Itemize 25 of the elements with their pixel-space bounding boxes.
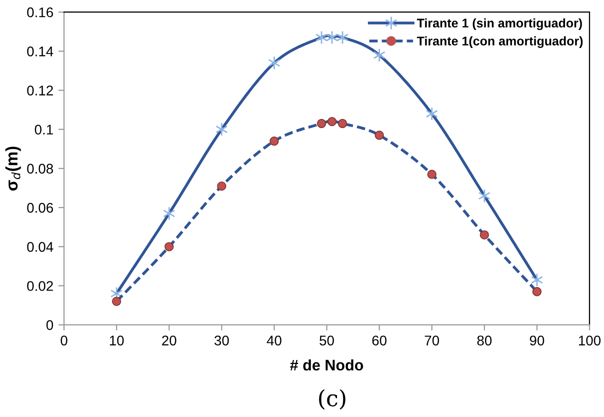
y-tick-label: 0.1 — [34, 124, 53, 135]
x-tick-label: 90 — [530, 336, 544, 346]
x-tick-label: 50 — [320, 336, 334, 346]
x-tick-label: 60 — [372, 336, 386, 346]
x-tick-label: 0 — [60, 336, 68, 346]
legend-label: Tirante 1(con amortiguador) — [416, 36, 583, 48]
x-axis-title: # de Nodo — [290, 359, 364, 371]
y-tick-label: 0.08 — [27, 164, 54, 174]
x-tick-label: 80 — [477, 336, 492, 346]
x-tick-label: 10 — [110, 336, 124, 346]
y-tick-label: 0.06 — [27, 202, 53, 213]
y-tick-label: 0.14 — [27, 46, 54, 56]
y-tick-label: 0.04 — [27, 242, 54, 252]
x-tick-label: 20 — [162, 336, 176, 346]
y-tick-label: 0.16 — [27, 7, 53, 18]
x-tick-label: 40 — [266, 336, 282, 346]
y-tick-label: 0 — [46, 320, 54, 330]
x-tick-label: 30 — [214, 336, 229, 346]
legend-label: Tirante 1 (sin amortiguador) — [416, 18, 582, 30]
y-tick-label: 0.12 — [27, 86, 53, 96]
text: (c) — [319, 389, 346, 410]
y-tick-label: 0.02 — [27, 281, 53, 291]
y-axis-title: σ$_{d}$(m) — [5, 146, 21, 191]
x-tick-label: 70 — [424, 336, 440, 346]
x-tick-label: 100 — [578, 336, 601, 346]
